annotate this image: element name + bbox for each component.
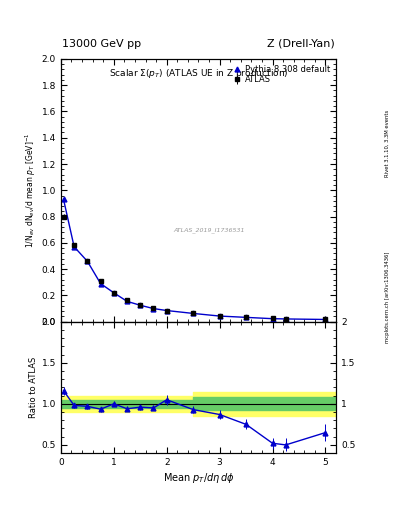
Text: mcplots.cern.ch [arXiv:1306.3436]: mcplots.cern.ch [arXiv:1306.3436] <box>385 251 389 343</box>
Text: Scalar $\Sigma(p_T)$ (ATLAS UE in Z production): Scalar $\Sigma(p_T)$ (ATLAS UE in Z prod… <box>109 67 288 80</box>
Pythia 8.308 default <box>270 315 275 322</box>
Pythia 8.308 default <box>217 313 222 319</box>
Pythia 8.308 default <box>138 302 143 308</box>
Pythia 8.308 default <box>244 314 248 321</box>
Pythia 8.308 default <box>323 316 328 323</box>
Y-axis label: Ratio to ATLAS: Ratio to ATLAS <box>29 357 37 418</box>
Pythia 8.308 default <box>112 290 116 296</box>
Legend: Pythia 8.308 default, ATLAS: Pythia 8.308 default, ATLAS <box>230 63 332 86</box>
Pythia 8.308 default <box>164 308 169 314</box>
X-axis label: Mean $p_T/d\eta\,d\phi$: Mean $p_T/d\eta\,d\phi$ <box>163 471 234 485</box>
Pythia 8.308 default <box>125 298 129 305</box>
Text: Z (Drell-Yan): Z (Drell-Yan) <box>267 38 335 49</box>
Line: Pythia 8.308 default: Pythia 8.308 default <box>61 197 328 322</box>
Y-axis label: 1/N$_{ev}$ dN$_{ev}$/d mean $p_T$ [GeV]$^{-1}$: 1/N$_{ev}$ dN$_{ev}$/d mean $p_T$ [GeV]$… <box>23 133 37 248</box>
Pythia 8.308 default <box>191 310 196 316</box>
Pythia 8.308 default <box>98 281 103 287</box>
Text: 13000 GeV pp: 13000 GeV pp <box>62 38 141 49</box>
Pythia 8.308 default <box>72 244 77 250</box>
Pythia 8.308 default <box>283 316 288 322</box>
Text: ATLAS_2019_I1736531: ATLAS_2019_I1736531 <box>174 227 245 232</box>
Pythia 8.308 default <box>61 197 66 203</box>
Pythia 8.308 default <box>151 306 156 312</box>
Text: Rivet 3.1.10, 3.3M events: Rivet 3.1.10, 3.3M events <box>385 110 389 177</box>
Pythia 8.308 default <box>85 258 90 264</box>
